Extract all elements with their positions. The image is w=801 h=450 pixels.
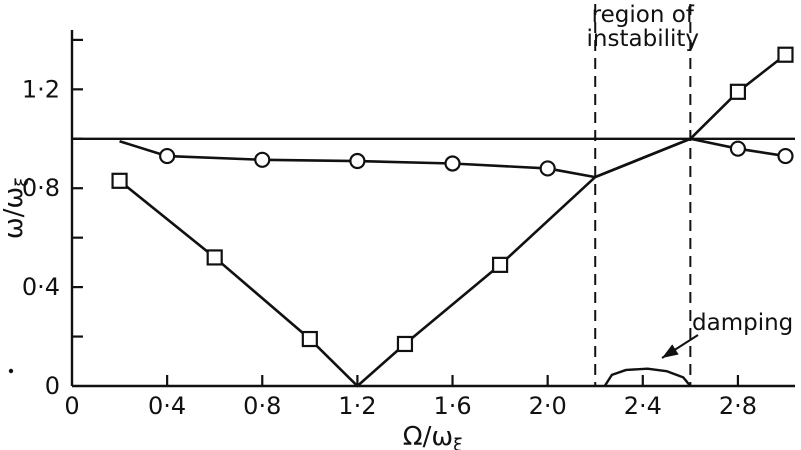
- damping-arrow: [661, 334, 699, 359]
- x-tick-label: 2·0: [529, 392, 567, 420]
- circle-marker: [254, 151, 271, 168]
- instability-label-line1: region of: [592, 2, 695, 28]
- square-marker: [491, 256, 509, 273]
- circle-marker: [159, 147, 176, 165]
- circle-marker: [539, 160, 556, 177]
- square-marker: [777, 46, 794, 63]
- circle-marker: [729, 140, 747, 157]
- x-tick-label: 0·4: [148, 392, 186, 420]
- square-marker: [111, 172, 128, 189]
- damping-curve: [603, 367, 692, 387]
- circle-marker: [444, 155, 461, 172]
- x-tick-label: 2·4: [624, 392, 662, 420]
- x-tick-label: 0: [64, 392, 79, 420]
- y-tick-label: 0·8: [22, 174, 60, 202]
- square-marker: [396, 335, 414, 353]
- stray-mark: [8, 368, 14, 374]
- y-axis-label: ω/ωξ: [0, 177, 33, 239]
- instability-label-line2: instability: [587, 26, 699, 52]
- y-tick-label: 0: [45, 372, 60, 400]
- x-tick-label: 1·2: [338, 392, 376, 420]
- x-tick-label: 0·8: [243, 392, 281, 420]
- y-tick-label: 0·4: [22, 273, 60, 301]
- y-tick-label: 1·2: [22, 75, 60, 103]
- square-series-line: [118, 53, 787, 388]
- square-marker: [206, 249, 223, 266]
- x-tick-label: 2·8: [719, 392, 757, 420]
- circle-series-line: [119, 137, 786, 179]
- circle-marker: [777, 147, 794, 165]
- square-marker: [301, 330, 318, 348]
- damping-label: damping: [692, 310, 793, 336]
- square-marker: [729, 83, 747, 100]
- x-tick-label: 1·6: [433, 392, 471, 420]
- x-axis-label: Ω/ωξ: [403, 422, 463, 450]
- circle-marker: [349, 152, 366, 170]
